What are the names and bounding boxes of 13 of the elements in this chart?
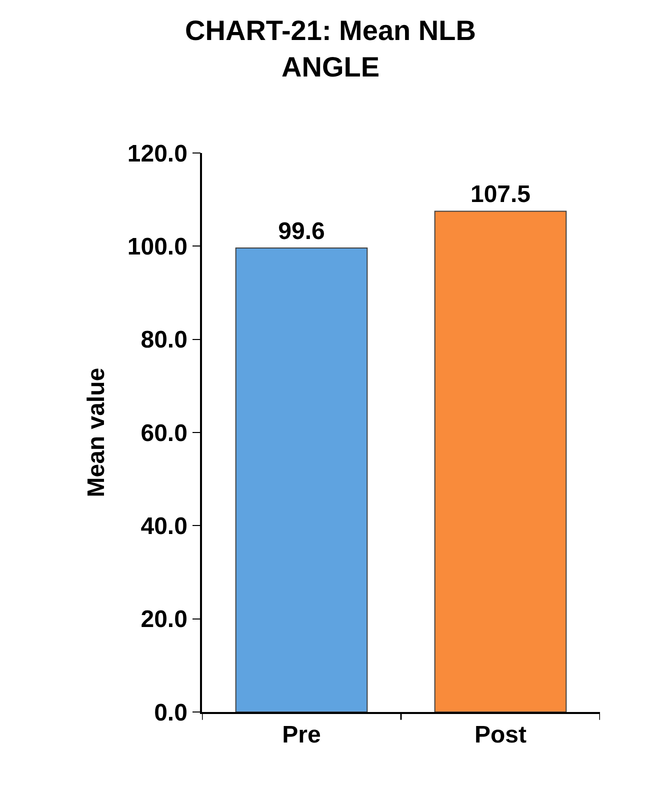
x-tick-label: Pre [282, 722, 321, 749]
y-tick-label: 60.0 [140, 420, 188, 447]
y-tick-label: 80.0 [140, 326, 188, 354]
y-tick-label: 40.0 [140, 513, 188, 540]
chart-title: CHART-21: Mean NLB ANGLE [185, 15, 476, 82]
y-tick-label: 20.0 [140, 606, 188, 634]
y-tick-label: 120.0 [127, 140, 188, 168]
data-label: 107.5 [470, 181, 531, 208]
y-axis-title: Mean value [82, 368, 110, 498]
data-label: 99.6 [278, 218, 325, 246]
y-tick-label: 100.0 [127, 234, 188, 261]
x-tick-label: Post [474, 722, 527, 749]
y-tick-label: 0.0 [154, 699, 188, 726]
